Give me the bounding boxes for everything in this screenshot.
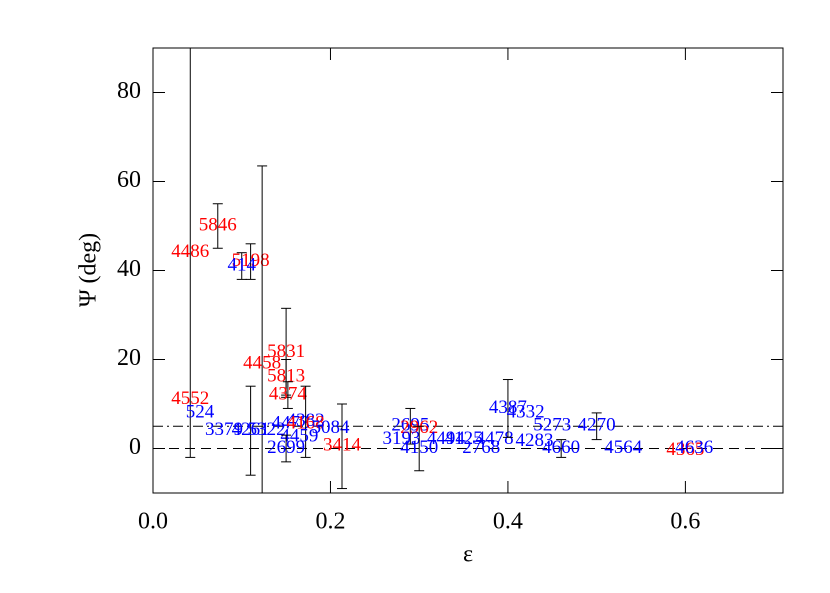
point-label: 4261 — [232, 419, 270, 440]
point-label: 5273 — [533, 415, 571, 436]
point-label: 4332 — [507, 401, 545, 422]
point-label: 4374 — [269, 383, 308, 404]
point-label: 2699 — [267, 437, 305, 458]
point-label: 4459 — [280, 426, 318, 447]
point-label: 4636 — [675, 437, 713, 458]
y-tick-label: 20 — [117, 345, 141, 371]
y-tick-label: 40 — [117, 256, 141, 282]
point-label: 4473 — [272, 412, 310, 433]
x-tick-label: 0.0 — [138, 509, 168, 535]
point-label: 4283 — [516, 430, 554, 451]
point-label: 524 — [186, 401, 215, 422]
point-label: 5084 — [311, 417, 350, 438]
point-label: 4270 — [578, 415, 616, 436]
plot-frame — [152, 47, 784, 494]
point-label: 5322 — [248, 419, 286, 440]
point-label: 414 — [227, 254, 256, 275]
point-label: 4552 — [171, 388, 209, 409]
point-label: 4387 — [489, 397, 527, 418]
point-label: 4660 — [542, 437, 580, 458]
point-label: 4150 — [400, 437, 438, 458]
point-label: 4125 — [445, 428, 483, 449]
point-label: 3414 — [323, 435, 362, 456]
point-label: 4365 — [666, 439, 704, 460]
point-label: 2695 — [391, 415, 429, 436]
x-axis-title: ε — [463, 542, 473, 568]
y-tick-label: 60 — [117, 167, 141, 193]
point-label: 5198 — [232, 250, 270, 271]
y-tick-label: 0 — [129, 434, 141, 460]
point-label: 3379 — [205, 419, 243, 440]
point-label: 4486 — [171, 241, 209, 262]
point-label: 5846 — [199, 214, 237, 235]
y-tick-label: 80 — [117, 78, 141, 104]
point-label: 4168 — [287, 412, 325, 433]
x-tick-label: 0.2 — [315, 509, 345, 535]
point-label: 4382 — [287, 410, 325, 431]
point-label: 5813 — [267, 366, 305, 387]
point-label: 4494 — [427, 428, 466, 449]
point-label: 4478 — [476, 428, 514, 449]
point-label: 4564 — [604, 437, 643, 458]
x-tick-label: 0.6 — [670, 509, 700, 535]
point-label: 4458 — [243, 352, 281, 373]
y-axis-title: Ψ (deg) — [76, 233, 102, 307]
x-tick-label: 0.4 — [493, 509, 523, 535]
point-label: 2768 — [462, 437, 500, 458]
point-label: 3193 — [382, 428, 420, 449]
point-label: 5831 — [267, 341, 305, 362]
